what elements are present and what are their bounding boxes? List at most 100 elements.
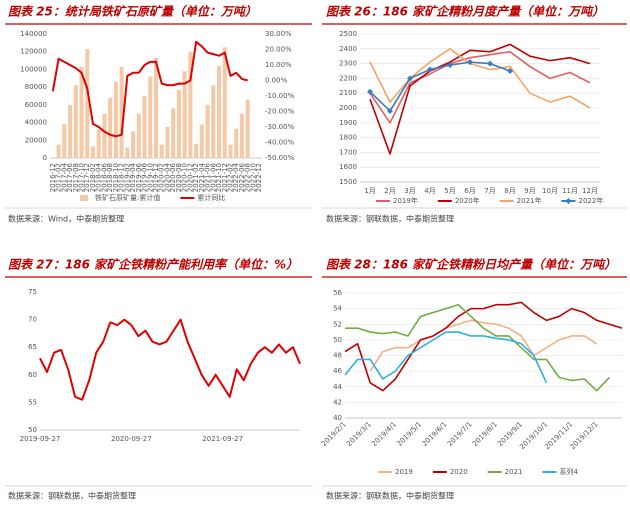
x-tick-label: 2022-04 xyxy=(232,162,240,192)
legend-label: 累计同比 xyxy=(197,193,225,202)
bar xyxy=(199,124,204,158)
x-tick-label: 2018-02 xyxy=(89,163,97,192)
chart-title: 图表 28：186 家矿企铁精粉日均产量（单位：万吨） xyxy=(326,258,616,272)
line xyxy=(369,61,511,112)
x-tick-label: 2019-10 xyxy=(146,163,154,192)
bar xyxy=(108,97,113,158)
legend-label: 2021 xyxy=(505,468,523,476)
x-tick-label: 10月 xyxy=(542,187,558,195)
x-tick-label: 2022-08 xyxy=(244,163,252,192)
x-tick-label: 3月 xyxy=(404,187,415,195)
y-tick-label: 1500 xyxy=(339,178,357,186)
x-tick-label: 2018-06 xyxy=(100,162,108,192)
y-tick-label: 1600 xyxy=(339,163,357,171)
line xyxy=(369,50,591,124)
source: 数据来源：钢联数据，中泰期货整理 xyxy=(326,214,454,224)
legend-label: 铁矿石原矿量:累计值 xyxy=(95,193,160,202)
bar xyxy=(239,113,244,158)
y-tick-label: 50 xyxy=(28,426,37,434)
bar xyxy=(119,66,124,158)
x-tick-label: 2019-04 xyxy=(129,162,137,192)
bar xyxy=(90,146,95,158)
bar xyxy=(211,85,216,158)
legend-marker xyxy=(565,198,572,204)
bar xyxy=(171,108,176,158)
bar xyxy=(153,57,159,158)
y-tick-label: 80000 xyxy=(25,83,47,91)
legend-label: 2021年 xyxy=(517,196,542,205)
marker xyxy=(447,62,453,69)
marker xyxy=(487,60,493,67)
y-tick-label: 75 xyxy=(28,288,37,296)
bar xyxy=(194,143,199,158)
line xyxy=(51,40,248,138)
bar xyxy=(176,89,181,158)
x-tick-label: 2021-04 xyxy=(198,162,206,192)
x-tick-label: 2017-02 xyxy=(55,163,63,192)
marker xyxy=(507,68,513,74)
x-tick-label: 2021-08 xyxy=(209,163,217,192)
bar xyxy=(142,96,147,158)
y-tick-label: 1700 xyxy=(339,148,357,156)
x-tick-label: 2021-12 xyxy=(221,163,229,192)
bar xyxy=(73,85,78,158)
y-tick-label: 55 xyxy=(28,398,37,406)
y-tick-label: 2400 xyxy=(339,45,357,53)
bar xyxy=(148,76,153,158)
x-tick-label: 2019/3/1 xyxy=(345,420,373,448)
x-tick-label: 2017-04 xyxy=(60,162,68,192)
y2-tick-label: -40.00% xyxy=(265,139,295,147)
bar xyxy=(68,104,73,158)
x-tick-label: 2021-06 xyxy=(204,162,212,192)
x-tick-label: 6月 xyxy=(464,187,475,195)
line xyxy=(39,318,301,401)
bar xyxy=(165,127,170,158)
x-tick-label: 2017-06 xyxy=(66,162,74,192)
y-tick-label: 2100 xyxy=(339,89,357,97)
y-tick-label: 1900 xyxy=(339,119,357,127)
marker xyxy=(387,107,393,114)
y2-tick-label: 30.00% xyxy=(265,30,292,38)
x-tick-label: 2017-10 xyxy=(78,163,86,192)
legend-label: 2019 xyxy=(395,468,413,476)
x-tick-label: 2020-06 xyxy=(169,162,177,192)
line xyxy=(345,303,610,392)
y-tick-label: 2200 xyxy=(339,74,357,82)
source: 数据来源：钢联数据，中泰期货整理 xyxy=(326,491,454,501)
x-tick-label: 2020-08 xyxy=(175,163,183,192)
y-tick-label: 1800 xyxy=(339,134,357,142)
bar xyxy=(125,147,130,158)
y-tick-label: 65 xyxy=(28,343,37,351)
x-tick-label: 2016-12 xyxy=(49,163,57,192)
x-tick-label: 2017-08 xyxy=(72,163,80,192)
bar xyxy=(131,131,136,158)
x-tick-label: 2020-10 xyxy=(181,163,189,192)
y-tick-label: 100000 xyxy=(20,65,47,73)
bar xyxy=(56,144,61,158)
y2-tick-label: 10.00% xyxy=(265,61,292,69)
x-tick-label: 2019-12 xyxy=(152,163,160,192)
y-tick-label: 48 xyxy=(333,352,342,360)
x-tick-label: 5月 xyxy=(444,187,455,195)
x-tick-label: 2020-12 xyxy=(186,163,194,192)
x-tick-label: 2019/8/1 xyxy=(471,420,499,448)
x-tick-label: 9月 xyxy=(524,187,535,195)
x-tick-label: 11月 xyxy=(562,187,578,195)
y-tick-label: 52 xyxy=(333,320,342,328)
bar xyxy=(159,144,164,158)
x-tick-label: 2020-02 xyxy=(158,163,166,192)
x-tick-label: 2021-09-27 xyxy=(202,435,243,443)
bar xyxy=(234,128,239,158)
marker xyxy=(467,59,473,66)
x-tick-label: 2019/7/1 xyxy=(446,420,474,448)
x-tick-label: 2019/6/1 xyxy=(421,420,449,448)
y-tick-label: 54 xyxy=(333,305,342,313)
x-tick-label: 7月 xyxy=(484,187,495,195)
y-tick-label: 70 xyxy=(28,316,37,324)
x-tick-label: 2022-06 xyxy=(238,162,246,192)
y-tick-label: 2500 xyxy=(339,30,357,38)
x-tick-label: 2019/5/1 xyxy=(395,420,423,448)
y-tick-label: 120000 xyxy=(20,48,47,56)
x-tick-label: 2019-09-27 xyxy=(20,435,61,443)
